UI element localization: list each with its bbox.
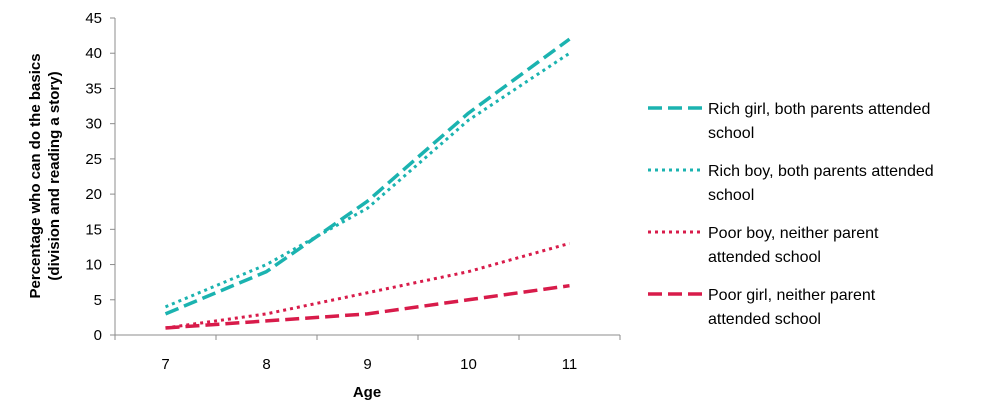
legend-label-line2: attended school [708, 249, 821, 266]
y-tick-label: 40 [85, 45, 102, 62]
y-tick-label: 30 [85, 116, 102, 133]
y-tick-label: 15 [85, 221, 102, 238]
legend-item-rich-boy: Rich boy, both parents attended school [648, 163, 934, 204]
legend-item-poor-girl: Poor girl, neither parent attended school [648, 287, 876, 328]
y-tick-label: 25 [85, 151, 102, 168]
series-line-poor-boy [165, 241, 570, 330]
x-tick-label: 8 [262, 356, 270, 373]
legend-label-line2: school [708, 125, 754, 142]
x-axis-ticks: 7 8 9 10 11 [114, 335, 621, 373]
legend-item-poor-boy: Poor boy, neither parent attended school [648, 225, 879, 266]
legend-label-line1: Rich girl, both parents attended [708, 101, 930, 118]
y-tick-label: 0 [94, 327, 102, 344]
y-axis-ticks: 0 5 10 15 20 25 30 35 40 45 [85, 10, 115, 344]
y-tick-label: 35 [85, 80, 102, 97]
legend-label-line2: attended school [708, 311, 821, 328]
legend: Rich girl, both parents attendedschoolRi… [648, 101, 934, 328]
x-tick-label: 7 [161, 356, 169, 373]
y-tick-label: 45 [85, 10, 102, 27]
x-tick-label: 11 [562, 356, 578, 373]
y-axis-title: Percentage who can do the basics (divisi… [27, 53, 63, 298]
y-axis-title-line2: (division and reading a story) [46, 71, 63, 280]
series-line-rich-girl [164, 37, 571, 316]
axes [114, 18, 620, 336]
legend-item-rich-girl: Rich girl, both parents attended school [648, 101, 930, 142]
legend-label-line1: Rich boy, both parents attended [708, 163, 934, 180]
y-tick-label: 5 [94, 292, 102, 309]
legend-label-line1: Poor boy, neither parent [708, 225, 879, 242]
series-line-rich-boy [164, 51, 571, 309]
x-tick-label: 10 [460, 356, 477, 373]
series-line-poor-girl [165, 283, 570, 330]
legend-label-line1: Poor girl, neither parent [708, 287, 876, 304]
x-axis-title: Age [353, 384, 381, 401]
y-tick-label: 20 [85, 186, 102, 203]
series-lines [164, 37, 571, 330]
legend-label-line2: school [708, 187, 754, 204]
y-axis-title-line1: Percentage who can do the basics [27, 53, 44, 298]
x-tick-label: 9 [363, 356, 371, 373]
y-tick-label: 10 [85, 257, 102, 274]
